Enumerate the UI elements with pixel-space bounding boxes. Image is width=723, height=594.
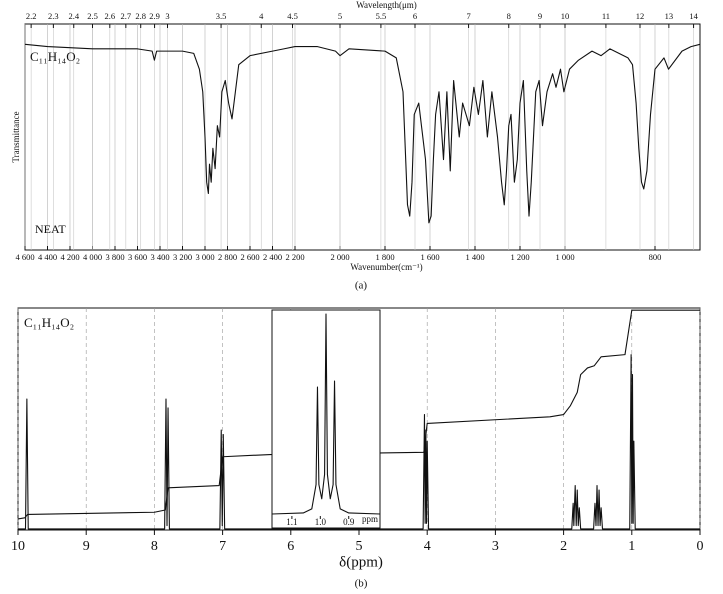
caption: (b)	[355, 578, 368, 590]
x2-tick-label: 9	[538, 11, 542, 21]
x-tick-label: 1 400	[465, 252, 484, 262]
x2-tick-label: 2.3	[48, 11, 59, 21]
x2-tick-label: 2.4	[68, 11, 79, 21]
x-tick-label: 2 800	[218, 252, 237, 262]
plot-frame	[24, 23, 701, 251]
x-tick-label: 1.1	[286, 517, 297, 527]
x-tick-label: 1	[628, 539, 635, 554]
x-tick-label: 3	[492, 539, 499, 554]
x-tick-label: 7	[219, 539, 226, 554]
x-tick-label: 2 400	[263, 252, 282, 262]
x-tick-label: 4 200	[60, 252, 79, 262]
x-tick-label: 3 600	[128, 252, 147, 262]
x-tick-label: 5	[356, 539, 363, 554]
x-tick-label: 4 600	[15, 252, 34, 262]
x2-tick-label: 11	[602, 11, 610, 21]
x-tick-label: 4	[424, 539, 431, 554]
x2-axis-label: Wavelength(μm)	[356, 0, 417, 10]
x2-tick-label: 2.2	[26, 11, 37, 21]
x-tick-label: 2 200	[285, 252, 304, 262]
integral-line	[17, 309, 700, 520]
x2-tick-label: 3.5	[216, 11, 227, 21]
x-tick-label: 4 000	[83, 252, 102, 262]
x2-tick-label: 3	[165, 11, 169, 21]
annotation: NEAT	[35, 222, 66, 236]
x-tick-label: 10	[11, 539, 25, 554]
x-axis-label: ppm	[362, 514, 378, 524]
x-tick-label: 1 800	[375, 252, 394, 262]
x-tick-label: 1 000	[555, 252, 574, 262]
x-tick-label: 800	[649, 252, 662, 262]
x-tick-label: 3 400	[150, 252, 169, 262]
x2-tick-label: 14	[689, 11, 698, 21]
x2-tick-label: 2.5	[87, 11, 98, 21]
x-tick-label: 0	[697, 539, 704, 554]
x2-tick-label: 13	[665, 11, 674, 21]
x2-tick-label: 12	[636, 11, 645, 21]
x2-tick-label: 5.5	[376, 11, 387, 21]
x2-tick-label: 6	[413, 11, 417, 21]
x2-tick-label: 8	[507, 11, 511, 21]
x-tick-label: 0.9	[343, 517, 355, 527]
x-tick-label: 2 000	[330, 252, 349, 262]
formula: C₁₁H₁₄O₂	[24, 315, 74, 330]
x-tick-label: 6	[287, 539, 294, 554]
x2-tick-label: 10	[561, 11, 570, 21]
x-axis-label: Wavenumber(cm⁻¹)	[350, 262, 422, 272]
x2-tick-label: 2.9	[149, 11, 160, 21]
x-tick-label: 2 600	[240, 252, 259, 262]
spectrum-line	[271, 313, 381, 515]
x-tick-label: 3 000	[195, 252, 214, 262]
x-axis-label: δ(ppm)	[339, 554, 383, 570]
x2-tick-label: 2.7	[121, 11, 132, 21]
x-tick-label: 8	[151, 539, 158, 554]
x-tick-label: 3 200	[173, 252, 192, 262]
formula: C₁₁H₁₄O₂	[30, 49, 80, 64]
x2-tick-label: 7	[466, 11, 470, 21]
x-tick-label: 2	[560, 539, 567, 554]
x-tick-label: 4 400	[38, 252, 57, 262]
spectrum-line	[18, 354, 700, 530]
x-tick-label: 3 800	[105, 252, 124, 262]
x2-tick-label: 4.5	[287, 11, 298, 21]
caption: (a)	[355, 280, 368, 292]
spectrum-line	[24, 43, 701, 224]
x-tick-label: 1 200	[510, 252, 529, 262]
x-tick-label: 9	[83, 539, 90, 554]
x-tick-label: 1 600	[420, 252, 439, 262]
x2-tick-label: 4	[259, 11, 264, 21]
x-tick-label: 1.0	[315, 517, 327, 527]
y-axis-label: Transmittance	[11, 111, 21, 162]
x2-tick-label: 5	[338, 11, 342, 21]
x2-tick-label: 2.6	[104, 11, 115, 21]
x2-tick-label: 2.8	[135, 11, 146, 21]
